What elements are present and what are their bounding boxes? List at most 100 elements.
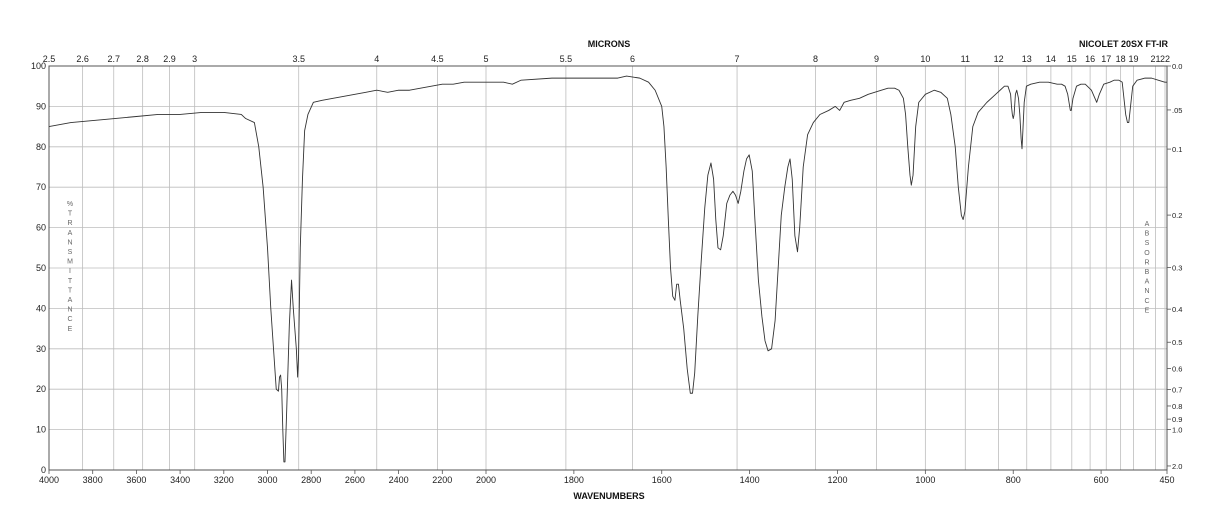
- top-tick-label: 17: [1101, 54, 1111, 64]
- plot-frame: [48, 65, 1168, 471]
- bottom-tick-label: 450: [1159, 475, 1174, 485]
- top-tick-label: 2.9: [163, 54, 176, 64]
- right-tick-label: 0.3: [1172, 264, 1182, 273]
- top-tick-label: 14: [1046, 54, 1056, 64]
- top-tick-label: 7: [735, 54, 740, 64]
- axis-title-letter: %: [67, 201, 73, 208]
- left-tick-label: 80: [36, 142, 46, 152]
- axis-title-letter: E: [68, 326, 73, 333]
- bottom-tick-label: 1200: [827, 475, 847, 485]
- right-tick-label: 0.4: [1172, 305, 1182, 314]
- bottom-tick-label: 2800: [301, 475, 321, 485]
- right-tick-label: 0.9: [1172, 415, 1182, 424]
- axis-title-letter: B: [1145, 231, 1150, 238]
- spectrum-series: [48, 75, 1167, 463]
- top-tick-label: 13: [1022, 54, 1032, 64]
- right-tick-label: 0.8: [1172, 402, 1182, 411]
- right-tick-label: 0.1: [1172, 145, 1182, 154]
- axis-title-letter: T: [68, 211, 73, 218]
- bottom-tick-label: 1000: [915, 475, 935, 485]
- top-tick-label: 2.7: [107, 54, 120, 64]
- axis-title-letter: M: [67, 259, 73, 266]
- bottom-tick-label: 3600: [126, 475, 146, 485]
- axis-title-letter: T: [68, 287, 73, 294]
- axis-title-letter: A: [1145, 279, 1150, 286]
- top-axis-title: MICRONS: [588, 39, 631, 49]
- axis-title-letter: N: [67, 239, 72, 246]
- left-tick-label: 40: [36, 303, 46, 313]
- left-tick-label: 10: [36, 425, 46, 435]
- axis-title-letter: S: [1145, 240, 1150, 247]
- top-tick-label: 16: [1085, 54, 1095, 64]
- bottom-tick-label: 1400: [740, 475, 760, 485]
- axis-title-letter: T: [68, 278, 73, 285]
- top-tick-label: 8: [813, 54, 818, 64]
- right-tick-label: 1.0: [1172, 426, 1182, 435]
- left-tick-label: 60: [36, 223, 46, 233]
- axis-title-letter: R: [1144, 259, 1149, 266]
- top-tick-label: 2.8: [136, 54, 149, 64]
- bottom-tick-label: 600: [1094, 475, 1109, 485]
- instrument-label: NICOLET 20SX FT-IR: [1079, 39, 1169, 49]
- axis-title-letter: I: [69, 268, 71, 275]
- bottom-tick-label: 2600: [345, 475, 365, 485]
- top-tick-label: 4: [374, 54, 379, 64]
- top-tick-label: 5.5: [560, 54, 573, 64]
- left-tick-label: 30: [36, 344, 46, 354]
- top-tick-label: 10: [920, 54, 930, 64]
- axis-title-letter: S: [68, 249, 73, 256]
- top-tick-label: 19: [1128, 54, 1138, 64]
- bottom-tick-label: 1600: [652, 475, 672, 485]
- right-tick-label: .05: [1172, 106, 1182, 115]
- top-tick-label: 2.6: [76, 54, 89, 64]
- axis-title-letter: O: [1144, 250, 1150, 257]
- left-tick-label: 90: [36, 101, 46, 111]
- axis-title-letter: R: [67, 220, 72, 227]
- top-tick-label: 4.5: [431, 54, 444, 64]
- top-tick-label: 9: [874, 54, 879, 64]
- axis-title-letter: N: [1144, 288, 1149, 295]
- bottom-tick-label: 2400: [389, 475, 409, 485]
- top-tick-label: 3.5: [292, 54, 305, 64]
- axis-title-letter: E: [1145, 307, 1150, 314]
- bottom-tick-label: 1800: [564, 475, 584, 485]
- right-tick-label: 0.2: [1172, 211, 1182, 220]
- axis-title-letter: C: [1144, 298, 1149, 305]
- axis-title-letter: A: [68, 230, 73, 237]
- bottom-tick-label: 4000: [39, 475, 59, 485]
- axis-title-letter: C: [67, 316, 72, 323]
- chart-grid: [48, 65, 1167, 471]
- top-tick-label: 3: [192, 54, 197, 64]
- spectrum-line: [48, 75, 1167, 463]
- axis-title-letter: B: [1145, 269, 1150, 276]
- bottom-tick-label: 3400: [170, 475, 190, 485]
- top-tick-label: 15: [1067, 54, 1077, 64]
- left-tick-label: 70: [36, 182, 46, 192]
- axis-title-letter: A: [68, 297, 73, 304]
- top-tick-label: 11: [961, 54, 970, 64]
- left-tick-label: 0: [41, 465, 46, 475]
- axis-title-letter: N: [67, 307, 72, 314]
- top-tick-label: 12: [994, 54, 1004, 64]
- right-tick-label: 0.0: [1172, 62, 1182, 71]
- axis-title-letter: A: [1145, 221, 1150, 228]
- right-tick-label: 2.0: [1172, 462, 1182, 471]
- top-tick-label: 2.5: [43, 54, 56, 64]
- bottom-tick-label: 3800: [83, 475, 103, 485]
- top-tick-label: 5: [483, 54, 488, 64]
- left-tick-label: 20: [36, 384, 46, 394]
- top-tick-label: 18: [1116, 54, 1126, 64]
- bottom-tick-label: 3200: [214, 475, 234, 485]
- top-tick-label: 6: [630, 54, 635, 64]
- left-tick-label: 100: [31, 61, 46, 71]
- top-tick-label: 21: [1150, 54, 1160, 64]
- top-tick-label: 22: [1160, 54, 1170, 64]
- bottom-tick-label: 2200: [432, 475, 452, 485]
- right-tick-label: 0.7: [1172, 385, 1182, 394]
- bottom-tick-label: 800: [1006, 475, 1021, 485]
- bottom-tick-label: 3000: [257, 475, 277, 485]
